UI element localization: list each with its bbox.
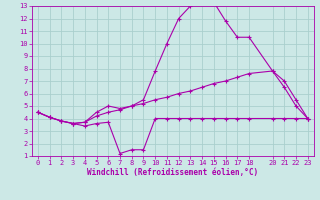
X-axis label: Windchill (Refroidissement éolien,°C): Windchill (Refroidissement éolien,°C) (87, 168, 258, 177)
